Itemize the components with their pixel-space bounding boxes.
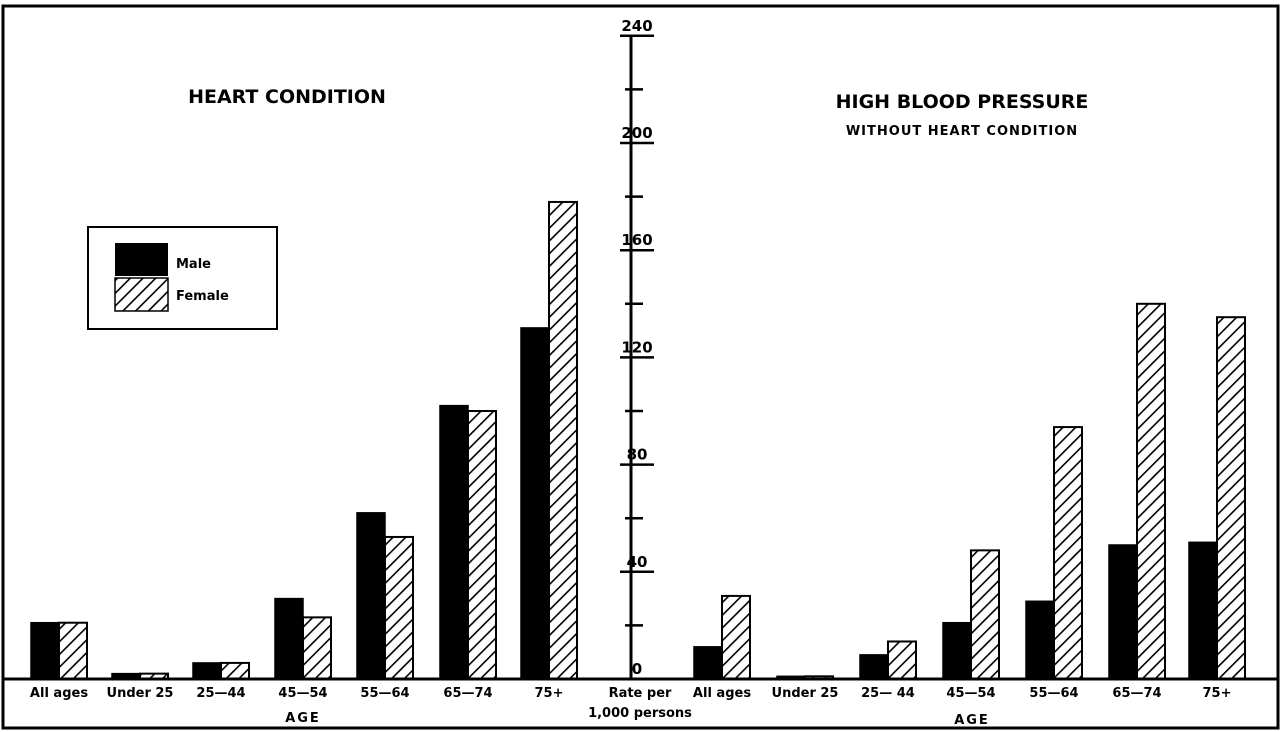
left-bar-male	[192, 662, 222, 680]
right-category-label: Under 25	[772, 686, 839, 701]
right-bar-female	[887, 640, 917, 680]
right-category-label: All ages	[693, 686, 751, 701]
right-bar-male	[859, 654, 889, 680]
right-panel-subtitle: WITHOUT HEART CONDITION	[846, 124, 1078, 139]
legend-swatch-female	[114, 277, 169, 312]
rate-axis-tick-label: 120	[621, 338, 652, 356]
right-bar-female	[1053, 426, 1083, 680]
left-panel-title: HEART CONDITION	[188, 86, 386, 108]
legend: Male Female	[87, 226, 278, 330]
right-bar-female	[1216, 316, 1246, 680]
left-category-label: Under 25	[107, 686, 174, 701]
right-category-label: 25— 44	[861, 686, 915, 701]
legend-label-female: Female	[176, 289, 229, 304]
rate-axis-tick-label: 240	[621, 17, 652, 35]
left-bar-female	[58, 621, 88, 680]
left-category-label: 75+	[535, 686, 564, 701]
legend-swatch-male	[115, 243, 168, 276]
right-bar-male	[693, 646, 723, 680]
rate-axis-tick-label: 160	[621, 231, 652, 249]
right-panel-bars: All ages Under 25 25— 44 45—54 55—64 65—74 75+	[693, 302, 1246, 701]
left-category-label: 65—74	[443, 686, 492, 701]
left-category-label: 25—44	[196, 686, 245, 701]
legend-label-male: Male	[176, 257, 211, 272]
rate-axis-tick-label: 80	[627, 446, 648, 464]
right-bar-female	[970, 549, 1000, 680]
right-category-label: 65—74	[1112, 686, 1161, 701]
right-bar-male	[942, 621, 972, 680]
right-bar-female	[1136, 302, 1166, 680]
rate-axis-tick-label: 40	[627, 553, 648, 571]
left-category-label: All ages	[30, 686, 88, 701]
rate-axis: 0 40 80 120 160 200 240	[620, 17, 654, 679]
rate-axis-label-line1: Rate per	[609, 686, 672, 701]
left-panel-bars: All ages Under 25 25—44 45—54 55—64 65—74 75+	[30, 200, 578, 701]
right-bar-male	[1108, 544, 1138, 680]
left-bar-female	[220, 661, 250, 680]
left-category-label: 55—64	[360, 686, 409, 701]
rate-axis-tick-label: 200	[621, 124, 652, 142]
right-panel-title: HIGH BLOOD PRESSURE	[836, 91, 1089, 113]
right-bar-male	[1025, 600, 1055, 680]
left-bar-female	[384, 535, 414, 681]
chart-frame	[1, 4, 1280, 730]
left-bar-female	[548, 200, 578, 681]
left-x-axis-title: AGE	[285, 711, 321, 726]
left-bar-male	[439, 404, 469, 680]
left-bar-male	[356, 512, 386, 680]
rate-axis-label-line2: 1,000 persons	[588, 706, 692, 721]
right-bar-male	[1188, 541, 1218, 680]
right-category-label: 45—54	[946, 686, 995, 701]
left-bar-female	[467, 410, 497, 680]
right-x-axis-title: AGE	[954, 713, 990, 728]
left-bar-male	[274, 597, 304, 680]
left-bar-female	[302, 616, 332, 680]
rate-axis-tick-label: 0	[632, 660, 642, 678]
right-bar-female	[721, 594, 751, 680]
right-category-label: 55—64	[1029, 686, 1078, 701]
left-category-label: 45—54	[278, 686, 327, 701]
left-bar-male	[520, 327, 550, 680]
right-category-label: 75+	[1203, 686, 1232, 701]
left-bar-male	[30, 621, 60, 680]
